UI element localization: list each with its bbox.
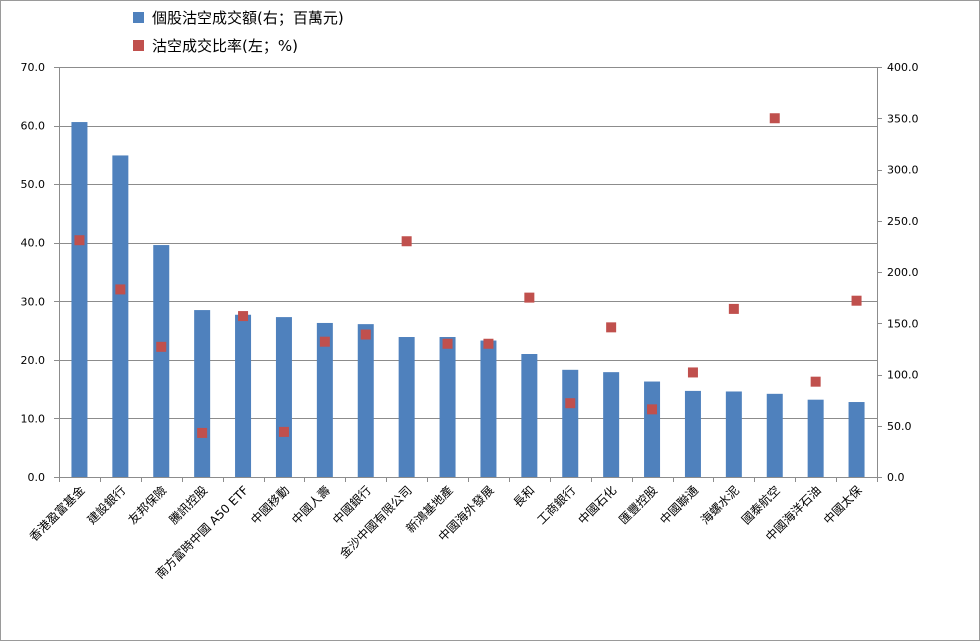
bar bbox=[316, 322, 333, 477]
legend-swatch-bar bbox=[133, 12, 144, 23]
category-label: 中國太保 bbox=[820, 483, 865, 528]
bar bbox=[807, 399, 824, 477]
right-axis-label: 200.0 bbox=[887, 266, 919, 279]
category-label: 中國移動 bbox=[248, 483, 293, 528]
left-axis-label: 30.0 bbox=[21, 295, 46, 308]
right-axis-labels: 0.0 50.0 100.0 150.0 200.0 250.0 300.0 350.0 400… bbox=[887, 61, 919, 484]
right-axis-label: 350.0 bbox=[887, 112, 919, 125]
legend: 個股沽空成交額(右；百萬元) 沽空成交比率(左；%) bbox=[133, 9, 344, 55]
left-axis-label: 50.0 bbox=[21, 178, 46, 191]
marker-point bbox=[769, 113, 780, 124]
bar bbox=[71, 122, 88, 478]
marker-point bbox=[74, 235, 85, 246]
category-label: 建設銀行 bbox=[84, 483, 129, 528]
marker-point bbox=[851, 295, 862, 306]
marker-point bbox=[442, 338, 453, 349]
marker-point bbox=[319, 336, 330, 347]
category-label: 中國人壽 bbox=[288, 483, 333, 528]
marker-point bbox=[647, 404, 658, 415]
bar bbox=[235, 314, 252, 477]
bar bbox=[480, 340, 497, 477]
category-label: 工商銀行 bbox=[534, 483, 579, 528]
marker-point bbox=[197, 427, 208, 438]
marker-point bbox=[606, 322, 617, 333]
marker-point bbox=[728, 303, 739, 314]
left-axis-label: 20.0 bbox=[21, 354, 46, 367]
bar bbox=[684, 390, 701, 477]
right-axis-label: 100.0 bbox=[887, 369, 919, 382]
marker-point bbox=[238, 311, 249, 322]
marker-point bbox=[483, 338, 494, 349]
bar bbox=[357, 324, 374, 477]
marker-point bbox=[810, 376, 821, 387]
marker-point bbox=[360, 329, 371, 340]
category-label: 匯豐控股 bbox=[616, 483, 660, 527]
bar bbox=[766, 393, 783, 477]
bar bbox=[439, 337, 456, 477]
left-axis-label: 70.0 bbox=[21, 61, 46, 74]
left-axis-label: 40.0 bbox=[21, 237, 46, 250]
marker-series bbox=[74, 113, 862, 438]
right-axis-label: 150.0 bbox=[887, 317, 919, 330]
category-label: 金沙中國有限公司 bbox=[336, 483, 414, 561]
right-axis-label: 0.0 bbox=[887, 471, 905, 484]
marker-point bbox=[687, 367, 698, 378]
legend-swatch-marker bbox=[133, 40, 144, 51]
left-axis-label: 10.0 bbox=[21, 412, 46, 425]
bar bbox=[848, 402, 865, 477]
bar bbox=[112, 155, 129, 477]
gridlines bbox=[59, 67, 877, 419]
bar bbox=[275, 317, 292, 477]
bar bbox=[644, 381, 661, 477]
bar bbox=[398, 337, 415, 477]
right-axis-label: 50.0 bbox=[887, 420, 912, 433]
marker-point bbox=[278, 426, 289, 437]
left-axis-labels: 0.0 10.0 20.0 30.0 40.0 50.0 60.0 70.0 bbox=[21, 61, 46, 484]
bar bbox=[521, 354, 538, 477]
right-axis-label: 400.0 bbox=[887, 61, 919, 74]
category-label: 海螺水泥 bbox=[697, 483, 742, 528]
category-label: 長和 bbox=[511, 483, 538, 510]
marker-point bbox=[401, 236, 412, 247]
category-label: 中國聯通 bbox=[657, 483, 702, 528]
left-axis-label: 0.0 bbox=[28, 471, 46, 484]
bar bbox=[194, 310, 211, 477]
category-label: 友邦保險 bbox=[125, 483, 170, 528]
right-axis-label: 300.0 bbox=[887, 164, 919, 177]
axes bbox=[54, 67, 882, 482]
legend-label-bar: 個股沽空成交額(右；百萬元) bbox=[152, 9, 344, 27]
bar-series bbox=[71, 122, 865, 478]
left-axis-label: 60.0 bbox=[21, 120, 46, 133]
marker-point bbox=[115, 284, 126, 295]
marker-point bbox=[524, 292, 535, 303]
bar bbox=[153, 245, 170, 477]
bar bbox=[725, 391, 742, 477]
bar bbox=[603, 372, 620, 477]
category-label: 中國石化 bbox=[575, 483, 620, 528]
legend-label-marker: 沽空成交比率(左；%) bbox=[152, 37, 298, 55]
right-axis-label: 250.0 bbox=[887, 215, 919, 228]
marker-point bbox=[156, 341, 167, 352]
marker-point bbox=[565, 398, 576, 409]
bar bbox=[562, 369, 579, 477]
category-label: 香港盈富基金 bbox=[26, 483, 88, 545]
